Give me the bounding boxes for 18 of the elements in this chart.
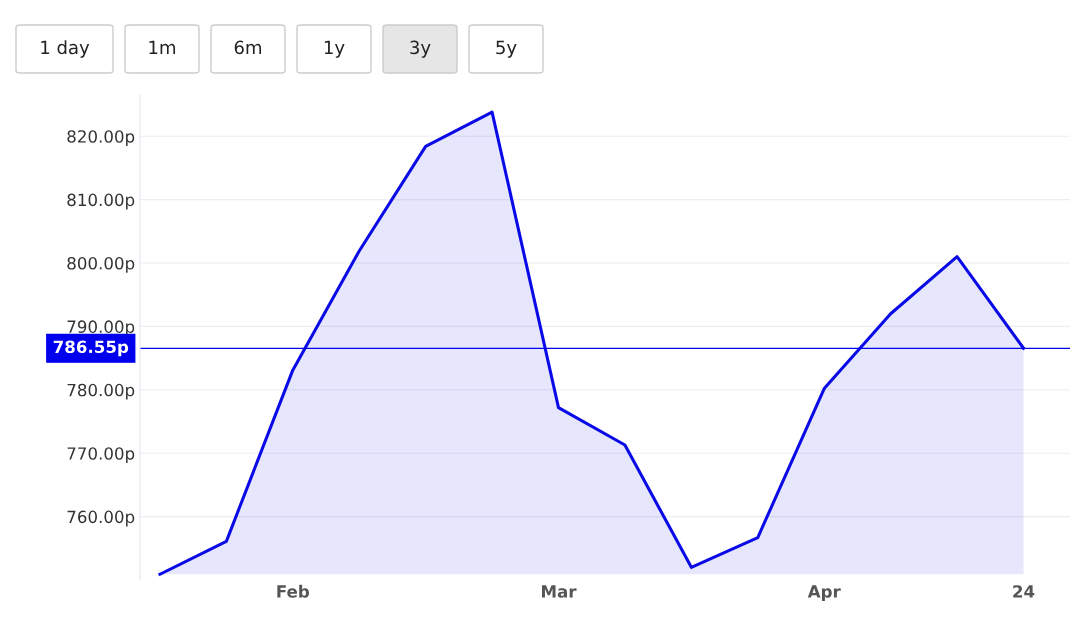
x-tick-label: Apr [807,585,841,601]
text: 1y [324,40,345,58]
y-tick-label: 770.00p [67,447,135,463]
y-tick-label: 820.00p [67,130,135,147]
x-tick-label: Mar [542,585,577,598]
text: 1m [149,40,176,54]
x-tick-label: Feb [277,584,310,598]
y-tick-label: 780.00p [67,383,135,400]
text: 1 day [41,40,90,58]
y-tick-label: 790.00p [67,320,135,337]
x-tick-label: 24 [1013,585,1035,598]
y-tick-label: 760.00p [67,510,135,527]
y-tick-label: 810.00p [67,193,135,210]
text: 6m [234,40,262,55]
y-tick-label: 800.00p [67,256,135,273]
text: 3y [410,40,431,58]
text: 5y [496,40,517,58]
ref-line-label: 786.55p [53,340,129,357]
